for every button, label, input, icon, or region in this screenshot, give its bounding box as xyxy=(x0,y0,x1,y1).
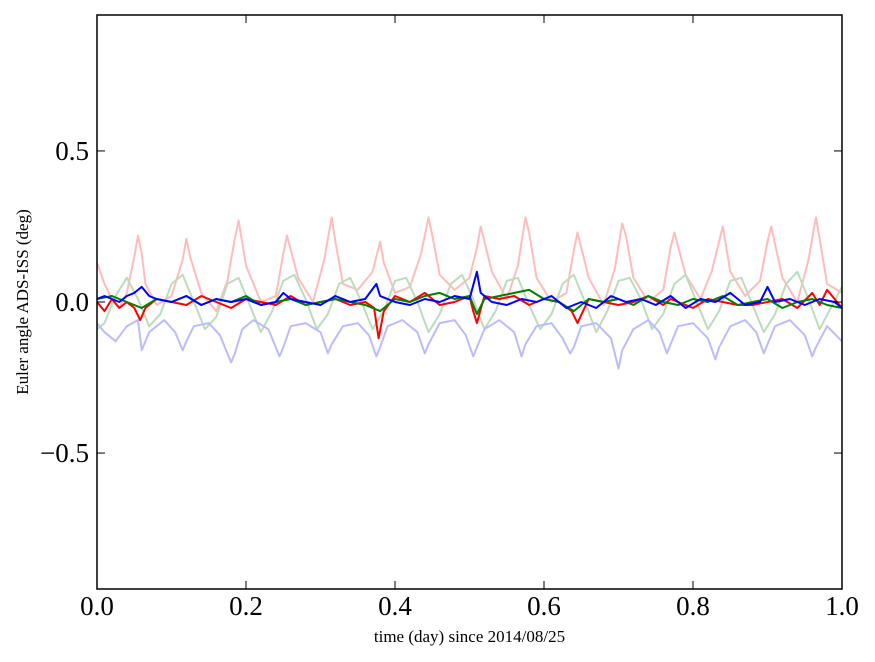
x-axis-label: time (day) since 2014/08/25 xyxy=(374,627,565,646)
x-tick-label: 0.6 xyxy=(527,591,561,621)
x-tick-label: 0.0 xyxy=(80,591,114,621)
x-tick-label: 0.4 xyxy=(378,591,412,621)
x-tick-label: 0.2 xyxy=(229,591,263,621)
series-line-1 xyxy=(97,270,842,334)
series-line-0 xyxy=(97,216,842,313)
y-tick-label: 0.5 xyxy=(55,136,89,166)
y-tick-label: 0.0 xyxy=(55,287,89,317)
x-tick-label: 0.8 xyxy=(676,591,710,621)
y-axis-label: Euler angle ADS-ISS (deg) xyxy=(13,209,32,395)
y-tick-label: −0.5 xyxy=(40,438,89,468)
x-tick-label: 1.0 xyxy=(825,591,859,621)
series-line-5 xyxy=(97,270,842,309)
series-layer xyxy=(97,216,842,370)
tick-layer: 0.0 0.2 0.4 0.6 0.8 1.0 −0.5 0.0 0.5 xyxy=(40,15,859,621)
series-line-2 xyxy=(97,319,842,370)
